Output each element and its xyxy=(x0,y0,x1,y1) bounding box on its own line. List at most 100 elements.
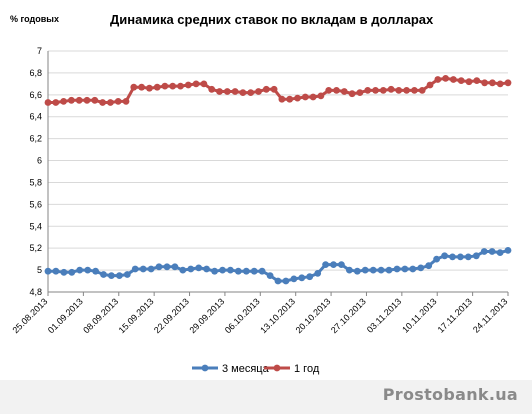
data-point xyxy=(417,264,425,272)
data-point xyxy=(314,270,322,277)
x-tick-label: 20.10.2013 xyxy=(294,296,333,335)
data-point xyxy=(377,266,385,274)
data-point xyxy=(346,266,353,274)
data-point xyxy=(208,85,216,93)
data-point xyxy=(489,79,496,87)
data-point xyxy=(457,77,465,84)
data-point xyxy=(270,85,278,93)
data-point xyxy=(184,81,192,89)
data-point xyxy=(418,87,426,94)
data-point xyxy=(286,95,294,103)
data-point xyxy=(147,265,155,273)
data-point xyxy=(171,263,179,271)
legend-entry: 1 год xyxy=(294,363,320,375)
data-point xyxy=(426,81,434,89)
y-tick-label: 5 xyxy=(37,265,42,275)
legend: 3 месяца 1 год xyxy=(192,363,320,375)
data-point xyxy=(488,248,496,255)
y-axis-unit-label: % годовых xyxy=(10,14,59,24)
data-point xyxy=(130,83,138,91)
data-point xyxy=(450,76,457,83)
data-point xyxy=(216,88,223,95)
data-point xyxy=(361,266,369,274)
data-point xyxy=(411,87,418,94)
data-point xyxy=(322,261,329,268)
data-point xyxy=(169,82,177,90)
data-point xyxy=(356,89,364,96)
y-tick-label: 5,4 xyxy=(29,221,42,231)
data-point xyxy=(403,87,410,94)
data-point xyxy=(298,274,306,282)
data-point xyxy=(131,265,139,273)
data-point xyxy=(301,93,309,101)
data-point xyxy=(395,87,403,94)
data-point xyxy=(278,95,286,103)
data-point xyxy=(122,98,130,105)
data-point xyxy=(274,277,282,285)
data-point xyxy=(177,82,184,90)
x-tick-labels: 25.08.201301.09.201308.09.201315.09.2013… xyxy=(10,296,509,335)
y-tick-label: 7 xyxy=(37,46,42,56)
legend-marker-1 xyxy=(273,364,281,372)
data-point xyxy=(231,88,239,95)
data-point xyxy=(83,96,91,104)
data-point xyxy=(179,266,187,274)
data-point xyxy=(309,93,317,101)
data-point xyxy=(76,266,84,274)
data-point xyxy=(84,266,92,274)
data-point xyxy=(187,265,195,273)
data-point xyxy=(442,75,449,82)
series-lines xyxy=(44,75,512,285)
x-tick-label: 10.11.2013 xyxy=(400,296,438,334)
data-point xyxy=(464,253,472,261)
data-point xyxy=(161,82,169,90)
data-point xyxy=(219,266,226,274)
data-point xyxy=(153,83,161,91)
data-point xyxy=(393,265,401,273)
y-tick-label: 6 xyxy=(37,156,42,166)
data-point xyxy=(123,271,131,278)
data-point xyxy=(108,272,115,279)
data-point xyxy=(44,99,52,106)
data-point xyxy=(294,94,301,102)
data-point xyxy=(75,96,83,104)
data-point xyxy=(91,96,99,104)
data-point xyxy=(234,267,242,275)
data-point xyxy=(192,80,200,88)
x-tick-label: 06.10.2013 xyxy=(223,296,262,335)
y-tick-label: 5,6 xyxy=(29,199,42,209)
data-point xyxy=(369,266,377,274)
x-tick-label: 22.09.2013 xyxy=(152,296,191,335)
x-tick-label: 15.09.2013 xyxy=(117,296,156,335)
brand-watermark: Prostobank.ua xyxy=(382,385,518,404)
data-point xyxy=(441,252,448,260)
data-point xyxy=(52,267,60,275)
data-point xyxy=(472,252,480,260)
x-tick-label: 24.11.2013 xyxy=(471,296,509,334)
data-point xyxy=(401,265,409,273)
data-point xyxy=(100,271,107,278)
data-point xyxy=(282,277,290,285)
x-tick-label: 25.08.2013 xyxy=(10,296,49,335)
data-point xyxy=(116,272,123,279)
data-point xyxy=(306,273,314,281)
data-point xyxy=(250,267,258,275)
data-point xyxy=(44,267,52,275)
data-point xyxy=(68,96,75,104)
data-point xyxy=(433,255,440,263)
x-tick-label: 27.10.2013 xyxy=(329,296,368,335)
y-tick-label: 4,8 xyxy=(29,287,42,297)
data-point xyxy=(325,87,333,94)
data-point xyxy=(457,253,464,261)
legend-entry: 3 месяца xyxy=(222,363,270,375)
data-point xyxy=(203,265,211,273)
data-point xyxy=(247,89,255,96)
data-point xyxy=(353,267,361,275)
data-point xyxy=(146,84,153,92)
data-point xyxy=(92,267,99,275)
data-point xyxy=(465,78,473,86)
data-point xyxy=(200,80,208,88)
data-point xyxy=(379,87,387,94)
data-point xyxy=(99,99,106,106)
